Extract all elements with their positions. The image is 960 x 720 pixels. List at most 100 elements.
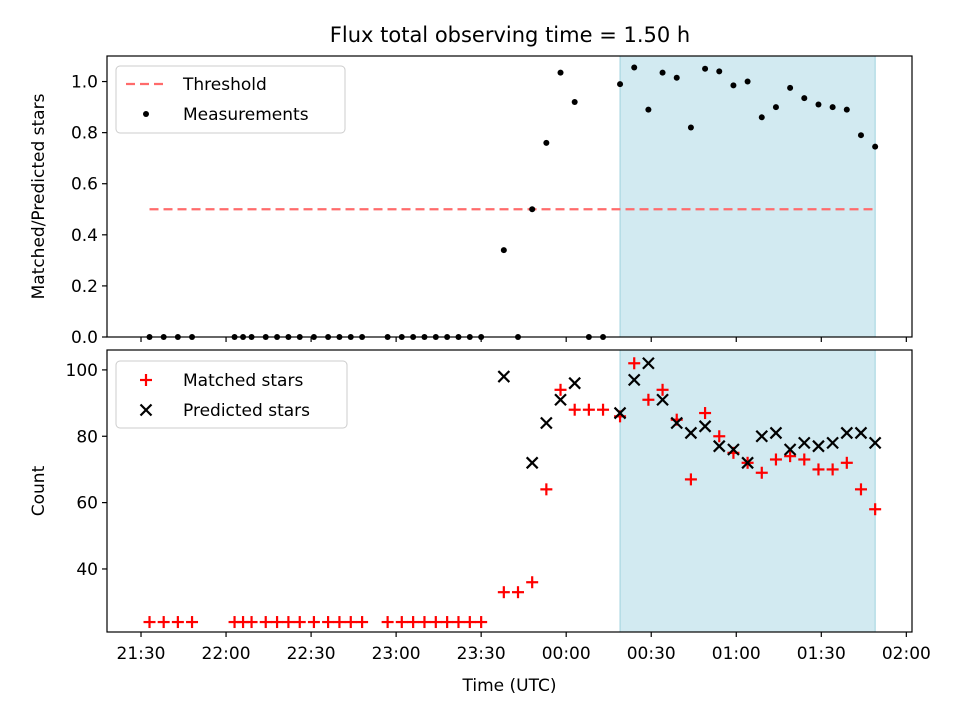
matched-stars-point	[798, 453, 811, 466]
x-b	[684, 426, 698, 440]
predicted-stars-point	[525, 456, 539, 470]
predicted-stars-point	[568, 376, 581, 390]
measurement-point	[478, 334, 485, 340]
y-tick-label: 60	[76, 494, 98, 514]
predicted-stars-point	[712, 439, 726, 453]
x-tick-label: 01:30	[797, 644, 846, 664]
x-b	[656, 393, 669, 407]
matched-stars-point	[452, 616, 465, 629]
matched-stars-point	[642, 393, 655, 406]
matched-stars-point	[282, 616, 295, 629]
measurement-point	[600, 334, 607, 340]
measurement-point	[174, 334, 181, 340]
measurement-point	[744, 78, 751, 85]
bottom-panel: 40 60 80 100 21:30 22:00 22:30 23:00 23:30 00:00 0…	[29, 349, 931, 696]
x-b	[497, 370, 511, 383]
matched-stars-point	[512, 586, 525, 599]
x-b	[826, 436, 839, 450]
matched-stars-point	[628, 357, 641, 370]
x-b	[670, 416, 684, 430]
matched-stars-point	[582, 403, 595, 416]
x-axis-label: Time (UTC)	[462, 676, 557, 696]
measurement-point	[231, 334, 238, 340]
measurement-point	[432, 334, 439, 340]
matched-stars-point	[143, 616, 156, 629]
y-axis-label: Matched/Predicted stars	[29, 93, 49, 299]
measurement-point	[359, 334, 366, 340]
matched-stars-point	[429, 616, 442, 629]
predicted-stars-point	[540, 416, 553, 430]
measurement-point	[829, 104, 836, 111]
matched-stars-point	[381, 616, 394, 629]
measurement-point	[262, 334, 269, 340]
measurement-point	[500, 247, 507, 254]
predicted-stars-point	[684, 426, 698, 440]
legend-predicted-label: Predicted stars	[183, 401, 310, 421]
measurement-point	[529, 206, 536, 213]
x-tick-label: 23:30	[457, 644, 506, 664]
legend-measurement-swatch	[143, 111, 149, 117]
predicted-stars-point	[642, 356, 655, 370]
y-tick-label: 0.8	[71, 124, 98, 144]
matched-stars-point	[475, 616, 488, 629]
y-tick-label: 0.2	[71, 277, 98, 297]
matched-stars-point	[854, 483, 867, 496]
plot-frame	[106, 349, 913, 633]
measurement-point	[347, 334, 354, 340]
measurement-point	[673, 74, 680, 81]
chart-title: Flux total observing time = 1.50 h	[330, 23, 690, 47]
measurement-point	[248, 334, 255, 340]
x-b	[568, 376, 581, 390]
matched-stars-point	[186, 616, 199, 629]
matched-stars-point	[713, 430, 726, 443]
top-panel: 0.0 0.2 0.4 0.6 0.8 1.0 Matched/Predicted star…	[29, 55, 913, 348]
matched-stars-point	[271, 616, 284, 629]
measurement-point	[687, 124, 694, 131]
predicted-stars-point	[826, 436, 839, 450]
predicted-stars-point	[812, 439, 825, 453]
matched-stars-point	[245, 616, 258, 629]
matched-stars-point	[344, 616, 357, 629]
shaded-span	[619, 55, 876, 338]
predicted-stars-point	[698, 420, 712, 433]
measurement-point	[310, 334, 317, 340]
x-b	[783, 443, 797, 456]
measurement-point	[285, 334, 292, 340]
predicted-stars-point	[554, 393, 567, 407]
measurement-point	[398, 334, 405, 340]
matched-stars-point	[784, 450, 797, 463]
y-tick-label: 100	[66, 361, 98, 381]
x-tick-label: 22:00	[202, 644, 251, 664]
x-b	[525, 456, 539, 470]
x-b	[642, 356, 655, 370]
matched-stars-point	[597, 403, 610, 416]
matched-stars-point	[418, 616, 431, 629]
legend-matched-label: Matched stars	[183, 371, 303, 391]
x-b	[712, 439, 726, 453]
measurement-point	[815, 101, 822, 108]
measurement-point	[617, 81, 624, 88]
predicted-stars-point	[798, 436, 811, 450]
x-tick-label: 00:30	[627, 644, 676, 664]
predicted-stars-point	[613, 406, 627, 420]
matched-stars-point	[333, 616, 346, 629]
matched-stars-point	[812, 463, 825, 476]
matched-stars-point	[322, 616, 335, 629]
legend-box	[115, 65, 346, 134]
matched-stars-point	[840, 456, 853, 469]
measurement-point	[325, 334, 332, 340]
y-tick-label: 80	[76, 427, 98, 447]
x-b	[613, 406, 627, 420]
predicted-stars-point	[783, 443, 797, 456]
measurement-point	[716, 68, 723, 75]
matched-stars-point	[554, 383, 567, 396]
predicted-stars-point	[656, 393, 669, 407]
measurement-point	[160, 334, 167, 340]
measurement-point	[631, 64, 638, 71]
measurement-point	[557, 69, 564, 76]
x-b	[868, 436, 882, 450]
predicted-stars-point	[868, 436, 882, 450]
measurement-point	[336, 334, 343, 340]
